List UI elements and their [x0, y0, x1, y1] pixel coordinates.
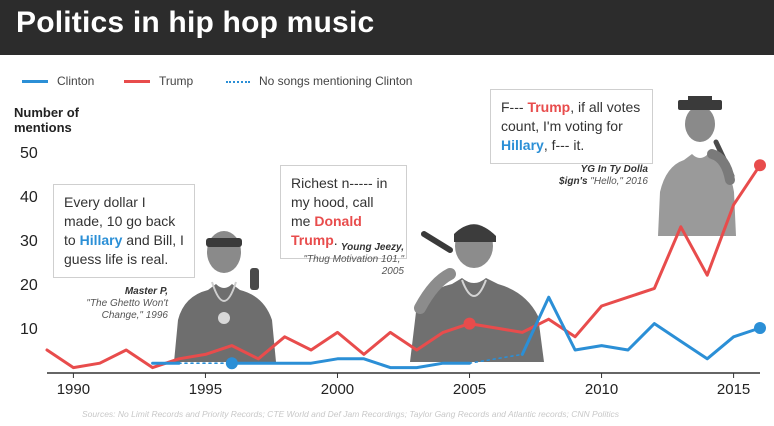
chart-header: Politics in hip hop music	[0, 0, 774, 55]
series-line-no-songs-mentioning-clinton	[468, 353, 524, 364]
chart-title: Politics in hip hop music	[16, 6, 375, 39]
quote-text: F---	[501, 99, 528, 115]
quote-hillary: Hillary	[79, 232, 123, 248]
legend-swatch-no-songs	[226, 80, 250, 83]
plot-lines	[45, 163, 762, 370]
caption-jeezy: Young Jeezy, "Thug Motivation 101," 2005	[300, 242, 405, 278]
x-tick-label: 2010	[585, 381, 618, 398]
quote-donald-trump: Donald Trump	[291, 213, 362, 248]
caption-yg: YG In Ty Dolla $ign's "Hello," 2016	[540, 164, 648, 188]
quote-master-p: Every dollar I made, 10 go back to Hilla…	[53, 184, 195, 278]
quote-hillary: Hillary	[501, 137, 544, 153]
y-axis-title: Number of mentions	[14, 105, 79, 135]
x-tick-label: 1995	[189, 381, 222, 398]
legend-label-clinton: Clinton	[57, 74, 95, 88]
x-tick-label: 1990	[57, 381, 90, 398]
legend-item-trump: Trump	[124, 74, 193, 88]
highlight-point	[754, 322, 766, 334]
y-tick-label: 10	[20, 321, 38, 338]
x-tick-label: 2005	[453, 381, 486, 398]
legend-label-no-songs: No songs mentioning Clinton	[259, 74, 413, 88]
young-jeezy-photo	[410, 224, 544, 362]
caption-artist: YG In Ty Dolla	[580, 164, 648, 175]
caption-artist: $ign's	[559, 176, 588, 187]
quote-text: , if all votes count, I'm voting for	[501, 99, 641, 134]
quote-jeezy: Richest n----- in my hood, call me Donal…	[280, 165, 407, 259]
quote-text: and Bill, I guess life is real.	[64, 232, 184, 267]
highlight-points	[225, 159, 766, 370]
legend-item-clinton: Clinton	[22, 74, 94, 88]
caption-song: "The Ghetto Won't Change," 1996	[86, 298, 168, 321]
series-line-clinton	[230, 357, 471, 370]
quote-text: , f--- it.	[543, 137, 585, 153]
caption-artist: Young Jeezy,	[340, 242, 404, 253]
y-tick-label: 40	[20, 189, 38, 206]
yg-photo	[658, 96, 736, 236]
source-note: Sources: No Limit Records and Priority R…	[82, 409, 619, 419]
series-line-clinton	[520, 295, 762, 361]
caption-song: "Hello," 2016	[590, 176, 648, 187]
highlight-point	[225, 357, 238, 370]
legend-item-no-songs: No songs mentioning Clinton	[226, 74, 412, 88]
legend-swatch-clinton	[22, 80, 48, 84]
caption-master-p: Master P, "The Ghetto Won't Change," 199…	[58, 286, 168, 322]
caption-artist: Master P,	[124, 286, 168, 297]
legend-label-trump: Trump	[159, 74, 194, 88]
quote-text: Every dollar I made, 10 go back to	[64, 194, 176, 248]
y-tick-label: 30	[20, 233, 38, 250]
highlight-point	[754, 159, 766, 172]
x-tick-label: 2015	[717, 381, 750, 398]
y-axis: 10 20 30 40 50	[20, 145, 38, 338]
caption-song: "Thug Motivation 101," 2005	[303, 254, 405, 277]
quote-text: Richest n----- in my hood, call me	[291, 175, 388, 229]
master-p-photo	[174, 231, 276, 362]
y-tick-label: 50	[20, 145, 38, 162]
legend-swatch-trump	[124, 80, 150, 84]
x-axis: 1990 1995 2000 2005 2010 2015	[47, 372, 760, 398]
y-tick-label: 20	[20, 277, 38, 294]
quote-trump: Trump	[527, 99, 571, 115]
quote-yg: F--- Trump, if all votes count, I'm voti…	[490, 89, 653, 164]
quote-text: .	[333, 232, 338, 248]
highlight-point	[463, 317, 476, 330]
x-tick-label: 2000	[321, 381, 354, 398]
